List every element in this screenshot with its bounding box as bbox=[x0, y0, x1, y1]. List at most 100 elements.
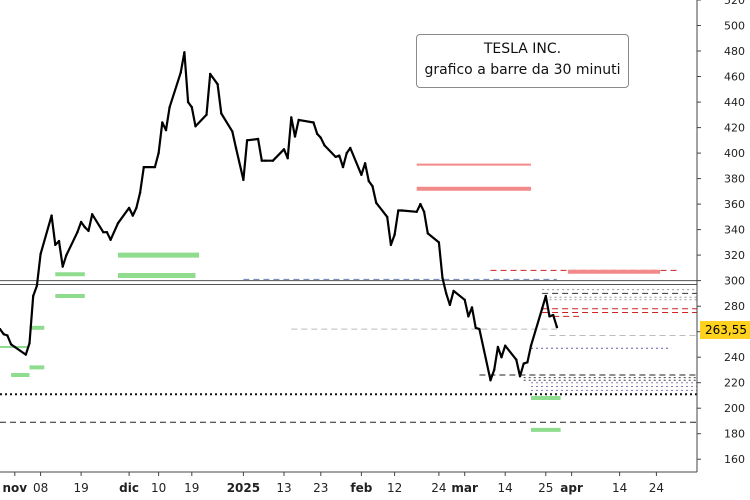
y-tick-label: 160 bbox=[724, 453, 745, 466]
price-point bbox=[50, 214, 53, 217]
price-point bbox=[109, 238, 112, 241]
y-tick-label: 380 bbox=[724, 173, 745, 186]
price-point bbox=[61, 265, 64, 268]
price-point bbox=[526, 361, 529, 364]
y-tick-label: 400 bbox=[724, 147, 745, 160]
price-point bbox=[386, 215, 389, 219]
annotation-lines bbox=[0, 163, 697, 432]
price-point bbox=[256, 137, 260, 141]
price-point bbox=[186, 100, 190, 104]
y-tick-label: 320 bbox=[724, 249, 745, 262]
y-tick-label: 240 bbox=[724, 351, 745, 364]
price-point bbox=[474, 326, 477, 329]
price-point bbox=[142, 165, 145, 169]
price-point bbox=[39, 252, 42, 256]
price-point bbox=[518, 375, 522, 378]
price-point bbox=[32, 294, 35, 298]
price-point bbox=[360, 173, 363, 176]
price-point bbox=[290, 116, 293, 119]
price-point bbox=[363, 162, 367, 165]
price-point bbox=[13, 345, 16, 349]
price-point bbox=[463, 298, 466, 301]
last-price-tag: 263,55 bbox=[700, 321, 750, 339]
x-tick-label: 08 bbox=[33, 481, 48, 495]
price-point bbox=[164, 128, 168, 132]
x-tick-label: 24 bbox=[649, 481, 664, 495]
price-point bbox=[220, 112, 223, 115]
y-tick-label: 420 bbox=[724, 122, 745, 135]
price-point bbox=[242, 178, 245, 182]
x-tick-label: 19 bbox=[73, 481, 88, 495]
price-point bbox=[157, 151, 160, 155]
price-point bbox=[400, 209, 404, 212]
price-point bbox=[500, 356, 503, 359]
price-point bbox=[415, 210, 418, 213]
price-point bbox=[371, 185, 374, 188]
x-tick-label: 24 bbox=[431, 481, 446, 495]
price-point bbox=[138, 191, 142, 194]
y-tick-label: 340 bbox=[724, 224, 745, 237]
price-point bbox=[452, 289, 455, 293]
price-point bbox=[153, 165, 157, 169]
price-point bbox=[319, 136, 322, 139]
y-tick-label: 200 bbox=[724, 402, 745, 415]
price-point bbox=[504, 344, 507, 347]
x-axis: nov 08 19 dic 10 19 2025 13 23 feb 12 24 mar 14 25 apr 1… bbox=[2, 472, 664, 495]
y-tick-label: 500 bbox=[724, 20, 745, 33]
price-point bbox=[312, 121, 315, 124]
chart-subtitle: grafico a barre da 30 minuti bbox=[424, 62, 621, 78]
price-point bbox=[470, 306, 474, 309]
price-point bbox=[293, 135, 297, 138]
x-tick-label: 14 bbox=[612, 481, 627, 495]
price-point bbox=[515, 358, 518, 361]
price-point bbox=[448, 303, 452, 307]
x-tick-label: nov bbox=[2, 481, 27, 495]
price-point bbox=[65, 253, 68, 257]
price-point bbox=[190, 106, 193, 109]
price-point bbox=[349, 146, 352, 150]
price-point bbox=[375, 201, 378, 204]
price-point bbox=[231, 130, 234, 133]
chart-title-box: TESLA INC. grafico a barre da 30 minuti bbox=[416, 34, 629, 88]
price-point bbox=[467, 315, 470, 318]
x-tick-label: feb bbox=[350, 481, 372, 495]
y-tick-label: 300 bbox=[724, 275, 745, 288]
price-point bbox=[548, 315, 551, 318]
price-point bbox=[419, 202, 422, 206]
price-point bbox=[79, 220, 83, 224]
price-point bbox=[76, 231, 79, 234]
y-tick-label: 440 bbox=[724, 96, 745, 109]
price-point bbox=[529, 344, 533, 347]
price-point bbox=[496, 345, 500, 349]
x-tick-label: 2025 bbox=[227, 481, 260, 495]
price-point bbox=[105, 231, 109, 234]
price-point bbox=[367, 179, 370, 183]
price-point bbox=[209, 72, 212, 76]
price-point bbox=[168, 106, 171, 109]
x-tick-label: 12 bbox=[387, 481, 402, 495]
price-point bbox=[493, 368, 496, 372]
price-point bbox=[555, 325, 559, 329]
price-point bbox=[87, 229, 90, 233]
x-tick-label: 23 bbox=[313, 481, 328, 495]
price-point bbox=[234, 146, 238, 150]
y-tick-label: 360 bbox=[724, 198, 745, 211]
price-point bbox=[282, 148, 286, 151]
price-point bbox=[345, 151, 348, 155]
price-point bbox=[264, 159, 267, 162]
price-point bbox=[393, 233, 396, 236]
price-point bbox=[205, 113, 208, 117]
price-point bbox=[437, 241, 441, 244]
price-point bbox=[544, 294, 547, 298]
price-point bbox=[194, 125, 197, 128]
price-point bbox=[478, 327, 481, 331]
price-point bbox=[489, 379, 492, 382]
price-point bbox=[245, 139, 249, 142]
x-tick-label: 14 bbox=[498, 481, 513, 495]
y-axis: 1601802002202402602803003203403603804004… bbox=[697, 0, 745, 466]
price-point bbox=[57, 239, 61, 243]
chart-title: TESLA INC. bbox=[483, 41, 562, 57]
price-point bbox=[297, 118, 300, 122]
